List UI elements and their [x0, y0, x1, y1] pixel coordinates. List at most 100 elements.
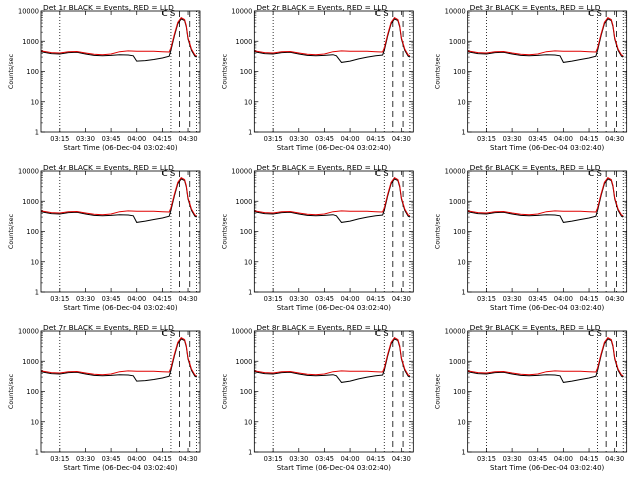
x-axis-label: Start Time (06-Dec-04 03:02:40)	[277, 144, 391, 152]
x-axis-label: Start Time (06-Dec-04 03:02:40)	[277, 304, 391, 312]
y-tick-label: 10000	[18, 328, 39, 336]
x-tick-label: 04:15	[580, 455, 599, 463]
y-axis-label: Counts/sec	[220, 53, 228, 89]
x-tick-label: 03:30	[289, 295, 308, 303]
lld-series-line	[254, 17, 411, 57]
y-tick-label: 10	[457, 258, 465, 266]
x-tick-label: 04:00	[127, 455, 146, 463]
y-tick-label: 1000	[449, 358, 466, 366]
plot-frame	[253, 170, 414, 293]
chart-marker: C S	[375, 169, 388, 178]
x-tick-label: 03:45	[528, 455, 547, 463]
plot-frame	[467, 10, 628, 133]
y-axis-label: Counts/sec	[434, 213, 442, 249]
y-tick-label: 1	[461, 129, 465, 137]
y-tick-label: 1	[35, 449, 39, 457]
chart-marker: C S	[589, 329, 602, 338]
y-axis-label: Counts/sec	[434, 373, 442, 409]
y-tick-label: 1000	[22, 38, 39, 46]
x-tick-label: 04:30	[605, 135, 624, 143]
x-tick-label: 04:30	[392, 135, 411, 143]
x-tick-label: 03:15	[264, 455, 283, 463]
plot-frame	[253, 10, 414, 133]
x-tick-label: 04:15	[153, 295, 172, 303]
y-tick-label: 1	[35, 129, 39, 137]
chart-title: Det 8r BLACK = Events, RED = LLD	[256, 323, 387, 332]
y-tick-label: 1000	[236, 358, 253, 366]
y-tick-label: 10000	[18, 168, 39, 176]
lld-series-line	[254, 337, 411, 377]
plot-frame	[40, 170, 201, 293]
x-axis-label: Start Time (06-Dec-04 03:02:40)	[490, 304, 604, 312]
y-tick-label: 100	[26, 228, 39, 236]
y-tick-label: 1000	[236, 38, 253, 46]
chart-title: Det 3r BLACK = Events, RED = LLD	[470, 3, 601, 12]
x-tick-label: 03:30	[503, 295, 522, 303]
x-tick-label: 04:15	[153, 455, 172, 463]
x-tick-label: 03:15	[50, 295, 69, 303]
y-axis-label: Counts/sec	[7, 213, 15, 249]
x-tick-label: 03:30	[289, 135, 308, 143]
lld-series-line	[467, 177, 624, 217]
x-axis-label: Start Time (06-Dec-04 03:02:40)	[63, 144, 177, 152]
y-tick-label: 10	[244, 418, 252, 426]
x-tick-label: 03:45	[315, 455, 334, 463]
x-tick-label: 03:15	[264, 295, 283, 303]
y-tick-label: 10000	[18, 8, 39, 16]
y-tick-label: 10000	[445, 168, 466, 176]
x-tick-label: 04:00	[554, 135, 573, 143]
x-tick-label: 04:00	[554, 455, 573, 463]
chart-title: Det 7r BLACK = Events, RED = LLD	[43, 323, 174, 332]
y-tick-label: 1000	[236, 198, 253, 206]
y-axis-label: Counts/sec	[7, 53, 15, 89]
x-tick-label: 04:15	[153, 135, 172, 143]
chart-title: Det 4r BLACK = Events, RED = LLD	[43, 163, 174, 172]
lld-series-line	[467, 17, 624, 57]
x-axis-label: Start Time (06-Dec-04 03:02:40)	[490, 464, 604, 472]
chart-marker: C S	[375, 329, 388, 338]
x-tick-label: 03:30	[503, 135, 522, 143]
x-tick-label: 03:45	[102, 455, 121, 463]
chart-title: Det 2r BLACK = Events, RED = LLD	[256, 3, 387, 12]
y-tick-label: 1	[248, 449, 252, 457]
x-tick-label: 03:45	[315, 135, 334, 143]
y-tick-label: 100	[240, 228, 253, 236]
x-tick-label: 03:15	[264, 135, 283, 143]
y-tick-label: 1	[461, 289, 465, 297]
y-tick-label: 10	[31, 98, 39, 106]
chart-marker: C S	[375, 9, 388, 18]
y-tick-label: 1	[461, 449, 465, 457]
lld-series-line	[40, 177, 197, 217]
y-tick-label: 10000	[445, 328, 466, 336]
x-tick-label: 04:30	[392, 295, 411, 303]
chart-title: Det 9r BLACK = Events, RED = LLD	[470, 323, 601, 332]
y-tick-label: 100	[240, 68, 253, 76]
plot-frame	[467, 170, 628, 293]
y-tick-label: 1000	[449, 198, 466, 206]
x-tick-label: 04:30	[179, 455, 198, 463]
x-tick-label: 03:45	[528, 135, 547, 143]
chart-title: Det 5r BLACK = Events, RED = LLD	[256, 163, 387, 172]
y-tick-label: 1	[248, 129, 252, 137]
y-tick-label: 100	[26, 68, 39, 76]
y-tick-label: 100	[453, 228, 466, 236]
lld-series-line	[254, 177, 411, 217]
x-tick-label: 03:15	[477, 135, 496, 143]
y-tick-label: 10	[31, 258, 39, 266]
x-tick-label: 03:15	[477, 455, 496, 463]
y-tick-label: 1	[248, 289, 252, 297]
y-tick-label: 10	[457, 98, 465, 106]
x-tick-label: 03:30	[503, 455, 522, 463]
chart-title: Det 1r BLACK = Events, RED = LLD	[43, 3, 174, 12]
lld-series-line	[40, 337, 197, 377]
chart-marker: C S	[162, 9, 175, 18]
x-tick-label: 03:45	[315, 295, 334, 303]
x-tick-label: 04:15	[366, 295, 385, 303]
